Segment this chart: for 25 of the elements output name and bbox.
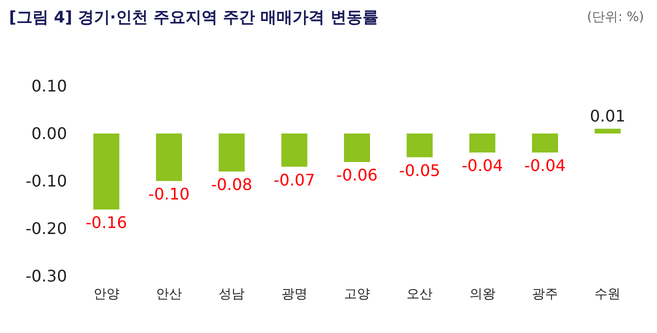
text: (단위: %) xyxy=(586,10,644,25)
x-tick-label: 광주 xyxy=(532,287,558,302)
y-tick-label: 0.00 xyxy=(31,124,67,143)
data-label: -0.07 xyxy=(274,170,316,190)
data-label: -0.05 xyxy=(398,160,440,180)
data-label: -0.06 xyxy=(336,166,378,184)
y-tick-label: -0.10 xyxy=(26,172,67,190)
chart-title: [그림 4] 경기·인천 주요지역 주간 매매가격 변동률 xyxy=(9,8,378,26)
y-tick-label: -0.30 xyxy=(26,266,67,286)
x-tick-label: 성남 xyxy=(218,287,245,302)
x-tick-label: 안양 xyxy=(93,287,120,302)
x-tick-label: 광명 xyxy=(281,287,308,302)
x-tick-label: 수원 xyxy=(594,287,621,302)
data-label: -0.10 xyxy=(148,184,190,204)
x-tick-label: 고양 xyxy=(344,287,370,302)
data-label: -0.04 xyxy=(462,156,504,175)
x-tick-label: 오산 xyxy=(406,287,433,302)
data-label: 0.01 xyxy=(590,106,626,126)
y-tick-label: -0.20 xyxy=(26,219,67,238)
data-label: -0.08 xyxy=(210,175,252,194)
x-tick-label: 의왕 xyxy=(469,287,496,302)
x-tick-label: 안산 xyxy=(156,287,182,302)
data-label: -0.04 xyxy=(524,156,566,175)
data-label: -0.16 xyxy=(86,213,128,232)
y-tick-label: 0.10 xyxy=(31,76,67,96)
